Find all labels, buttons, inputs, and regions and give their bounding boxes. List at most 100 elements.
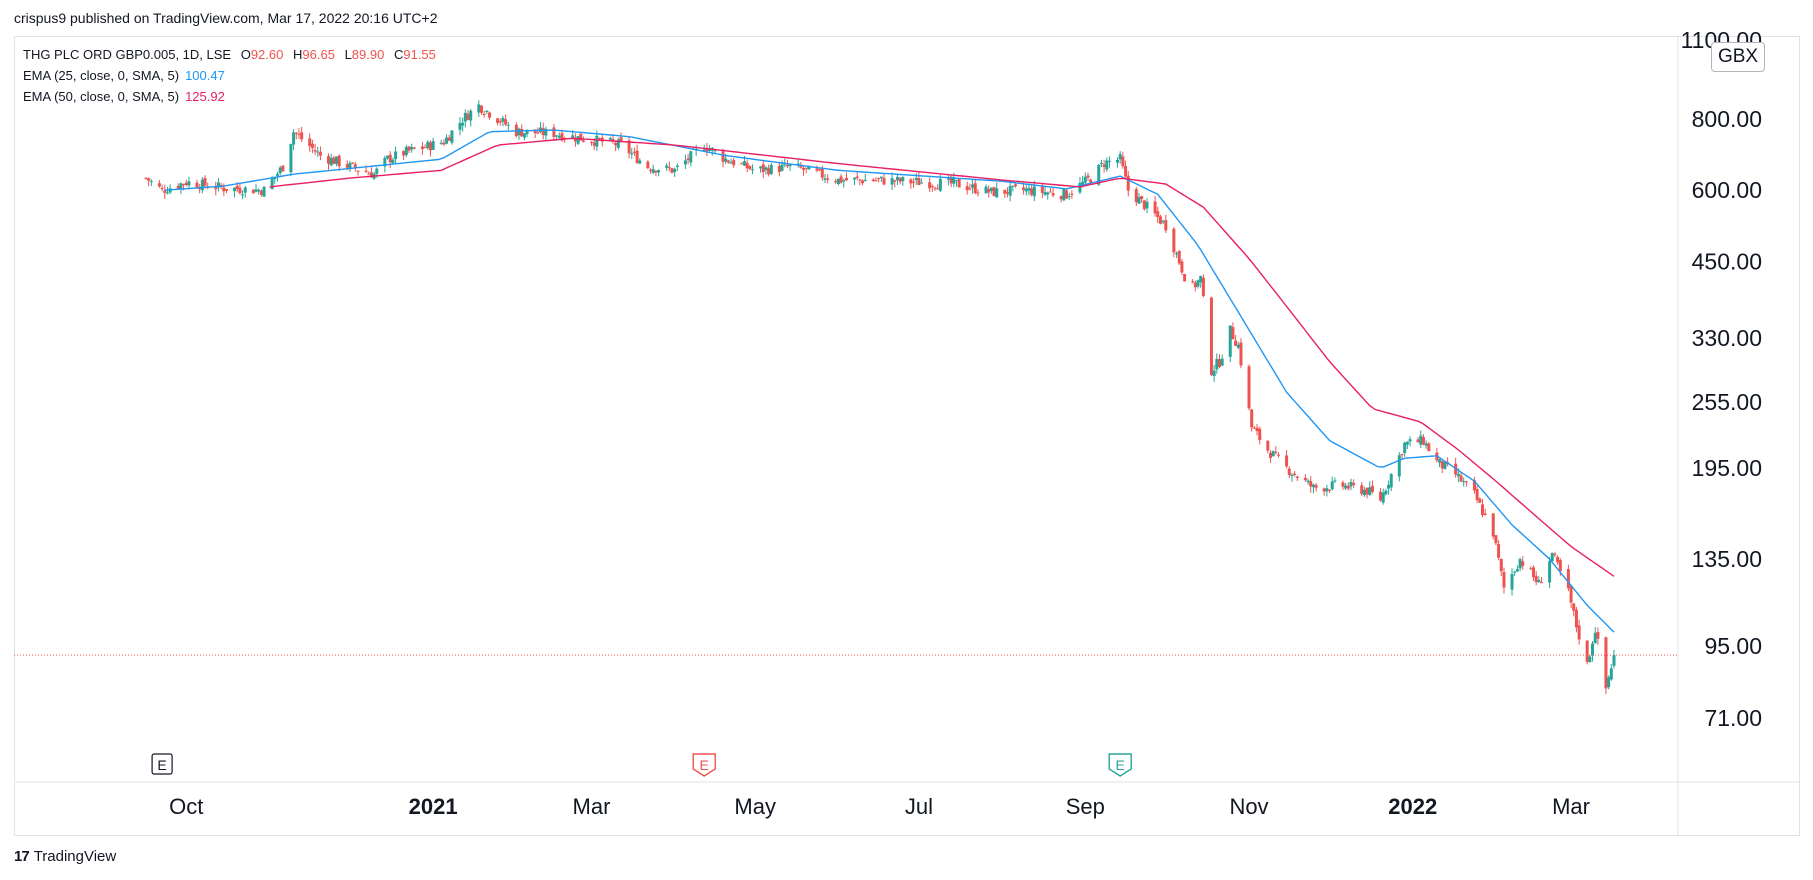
candle bbox=[1274, 446, 1278, 455]
candle-body bbox=[1285, 455, 1289, 467]
candle-body bbox=[404, 146, 408, 156]
candle bbox=[780, 160, 784, 172]
candle bbox=[326, 153, 330, 170]
candle bbox=[1032, 180, 1036, 202]
candle-body bbox=[1258, 428, 1262, 441]
candle bbox=[203, 175, 207, 189]
candle bbox=[1381, 488, 1385, 505]
candle-body bbox=[1483, 513, 1487, 515]
candle bbox=[1521, 556, 1525, 570]
candle bbox=[1105, 157, 1109, 172]
earnings-event-icon: E bbox=[1108, 753, 1132, 777]
candle bbox=[815, 165, 819, 173]
tradingview-logo[interactable]: 17 TradingView bbox=[14, 848, 116, 865]
chart-frame[interactable] bbox=[14, 36, 1800, 836]
candle-body bbox=[649, 169, 653, 171]
candle-body bbox=[1140, 196, 1144, 200]
earnings-event-letter: E bbox=[157, 757, 166, 773]
candle bbox=[1362, 486, 1366, 497]
candle-body bbox=[555, 135, 559, 137]
candle-body bbox=[1438, 458, 1442, 463]
candle bbox=[1137, 192, 1141, 204]
candle bbox=[895, 174, 899, 186]
currency-badge[interactable]: GBX bbox=[1711, 42, 1765, 72]
candle bbox=[1309, 476, 1313, 493]
candle bbox=[1252, 426, 1256, 429]
candle bbox=[402, 150, 406, 160]
candle bbox=[1290, 473, 1294, 482]
legend-ema50-row[interactable]: EMA (50, close, 0, SMA, 5) 125.92 bbox=[23, 86, 436, 107]
candle bbox=[761, 160, 765, 179]
candle-body bbox=[391, 159, 395, 164]
candle bbox=[1491, 513, 1495, 540]
candle bbox=[1134, 186, 1138, 207]
candle bbox=[200, 176, 204, 194]
candle-body bbox=[863, 179, 867, 182]
legend-ema25-row[interactable]: EMA (25, close, 0, SMA, 5) 100.47 bbox=[23, 65, 436, 86]
candle-body bbox=[1344, 485, 1348, 489]
candle bbox=[1574, 607, 1578, 633]
candle bbox=[657, 169, 661, 177]
candle-body bbox=[1574, 609, 1578, 628]
candle bbox=[1212, 364, 1216, 383]
candle-body bbox=[1537, 579, 1541, 583]
candle bbox=[1003, 189, 1007, 198]
candle bbox=[1247, 364, 1251, 411]
candle-body bbox=[898, 178, 902, 182]
candle bbox=[608, 136, 612, 141]
candle bbox=[1059, 195, 1063, 203]
candle-body bbox=[184, 182, 188, 185]
candle-body bbox=[995, 188, 999, 198]
candle-body bbox=[893, 180, 897, 182]
candle bbox=[179, 182, 183, 195]
candle bbox=[901, 176, 905, 186]
candle-body bbox=[839, 176, 843, 183]
candle-body bbox=[479, 105, 483, 113]
candle-body bbox=[1250, 409, 1254, 428]
candle-body bbox=[163, 190, 167, 193]
candle-body bbox=[646, 161, 650, 169]
candle bbox=[1596, 627, 1600, 645]
candle-body bbox=[442, 142, 446, 145]
candle bbox=[965, 181, 969, 195]
candle bbox=[445, 134, 449, 145]
candle-body bbox=[1217, 359, 1221, 367]
candle bbox=[689, 150, 693, 167]
candle-body bbox=[243, 187, 247, 193]
candle-body bbox=[901, 177, 905, 182]
candle bbox=[732, 157, 736, 168]
candle-body bbox=[1030, 188, 1034, 195]
candle bbox=[214, 181, 218, 196]
candle bbox=[858, 178, 862, 186]
candle-body bbox=[1370, 485, 1374, 492]
candle bbox=[675, 163, 679, 172]
candle bbox=[292, 129, 296, 151]
candle-body bbox=[310, 143, 314, 148]
candle-body bbox=[369, 172, 373, 178]
candle-body bbox=[608, 137, 612, 140]
candle bbox=[874, 177, 878, 182]
candle-body bbox=[1341, 482, 1345, 487]
candle bbox=[351, 162, 355, 165]
candle bbox=[469, 108, 473, 127]
candle bbox=[1070, 190, 1074, 199]
y-axis: 1100.00800.00600.00450.00330.00255.00195… bbox=[1681, 27, 1762, 731]
candle bbox=[1030, 183, 1034, 197]
candle-body bbox=[541, 128, 545, 136]
candle bbox=[705, 142, 709, 157]
candle-body bbox=[176, 185, 180, 189]
legend-symbol-row[interactable]: THG PLC ORD GBP0.005, 1D, LSE O92.60 H96… bbox=[23, 44, 436, 65]
candle bbox=[1086, 172, 1090, 181]
candle bbox=[310, 139, 314, 154]
candle bbox=[1277, 452, 1281, 458]
candle bbox=[686, 154, 690, 165]
candle-body bbox=[1097, 164, 1101, 185]
candle-body bbox=[842, 180, 846, 182]
candle bbox=[818, 168, 822, 172]
candle bbox=[1193, 280, 1197, 292]
candle-body bbox=[1521, 561, 1525, 566]
candle-body bbox=[1464, 481, 1468, 483]
candle bbox=[262, 185, 266, 197]
candle-body bbox=[198, 188, 202, 190]
